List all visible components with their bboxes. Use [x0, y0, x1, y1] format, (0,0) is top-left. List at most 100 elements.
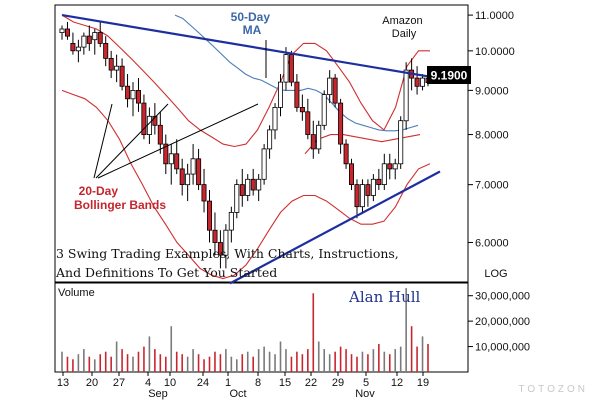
author-label: Alan Hull [348, 288, 421, 306]
price-tick-label: 8.0000 [475, 130, 509, 142]
candle [119, 58, 125, 91]
candle [97, 21, 103, 48]
date-tick-label: 1 [225, 377, 231, 389]
volume-panel [54, 282, 469, 373]
candle [228, 206, 234, 243]
month-label: Sep [148, 388, 168, 400]
candle [376, 168, 382, 191]
price-tick-label: 11.0000 [475, 10, 514, 22]
date-tick-label: 12 [391, 377, 403, 389]
candle [223, 224, 229, 269]
price-tick-label: 10.0000 [475, 46, 515, 58]
scale-label: LOG [484, 268, 507, 280]
candle [365, 179, 371, 207]
candle [359, 179, 365, 213]
candle [174, 139, 180, 175]
candlesticks [59, 21, 431, 269]
candle [354, 179, 360, 219]
candle [65, 21, 71, 40]
date-tick-label: 8 [255, 377, 261, 389]
candle [250, 168, 256, 196]
candle [398, 116, 404, 169]
date-tick-label: 13 [57, 377, 69, 389]
candle [370, 174, 376, 202]
candle [201, 168, 207, 213]
candle [70, 32, 76, 55]
candle [152, 103, 158, 135]
price-tick-label: 6.0000 [475, 237, 509, 249]
candle [75, 39, 81, 63]
date-axis: 13 20 27 4 10 24 1 8 15 22 29 5 12 19 Sep Oct Nov [57, 372, 429, 400]
candle [141, 94, 147, 140]
candle [381, 153, 387, 191]
candle [130, 82, 136, 117]
candle [392, 158, 398, 180]
volume-title: Volume [58, 287, 95, 299]
candle [327, 70, 333, 104]
candle [419, 74, 425, 91]
candle [157, 111, 163, 154]
candle [414, 66, 420, 95]
month-label: Nov [355, 388, 375, 400]
candle [294, 74, 300, 112]
price-tick-label: 9.0000 [475, 85, 509, 97]
volume-axis: 30,000,000 20,000,000 10,000,000 [468, 291, 530, 354]
candle [59, 25, 65, 40]
candle [332, 74, 338, 108]
candle [338, 98, 344, 154]
candle [206, 190, 212, 243]
candle [234, 179, 240, 219]
candle [179, 158, 185, 196]
candle [310, 120, 316, 159]
candle [92, 28, 98, 55]
volume-tick-label: 10,000,000 [475, 342, 530, 354]
date-tick-label: 29 [332, 377, 344, 389]
bollinger-upper-line [61, 14, 430, 148]
date-tick-label: 10 [164, 377, 176, 389]
candle [239, 168, 245, 207]
candle [288, 50, 294, 87]
candle [272, 103, 278, 140]
month-label: Oct [229, 388, 246, 400]
candle [114, 54, 120, 83]
candle [217, 230, 223, 269]
headline-line-1: 3 Swing Trading Examples, With Charts, I… [56, 246, 399, 261]
candle [81, 32, 87, 55]
chart-title: Amazon Daily [382, 15, 425, 40]
bb-annotation: 20-Day Bollinger Bands [74, 184, 166, 212]
volume-tick-label: 30,000,000 [475, 291, 530, 303]
bollinger-lower-line [61, 89, 431, 280]
candle [245, 174, 251, 202]
candle [196, 148, 202, 191]
candle [185, 163, 191, 202]
candle [343, 139, 349, 169]
candle [321, 90, 327, 130]
candle [190, 144, 196, 185]
date-tick-label: 19 [417, 377, 429, 389]
volume-tick-label: 20,000,000 [475, 316, 530, 328]
candle [283, 47, 289, 91]
candle [267, 125, 273, 159]
date-tick-label: 4 [145, 377, 151, 389]
support-trendline [229, 170, 441, 285]
candle [212, 212, 218, 256]
price-axis: 11.0000 10.0000 9.0000 8.0000 7.0000 6.0000 [468, 10, 515, 249]
date-tick-label: 20 [86, 377, 98, 389]
candle [305, 98, 311, 140]
price-tick-label: 7.0000 [475, 180, 509, 192]
date-tick-label: 27 [113, 377, 125, 389]
ma-annotation: 50-Day MA [231, 10, 274, 37]
date-tick-label: 24 [197, 377, 209, 389]
candle [108, 50, 114, 79]
date-tick-label: 15 [279, 377, 291, 389]
candle [256, 174, 262, 202]
watermark: TOTOZON [518, 384, 588, 395]
bb-annotation-pointers [93, 103, 259, 179]
candle [163, 134, 169, 175]
trendlines [61, 14, 441, 285]
candle [277, 74, 283, 117]
last-price-box [427, 66, 471, 84]
candle [168, 144, 174, 185]
headline-line-2: And Definitions To Get You Started [55, 265, 277, 280]
